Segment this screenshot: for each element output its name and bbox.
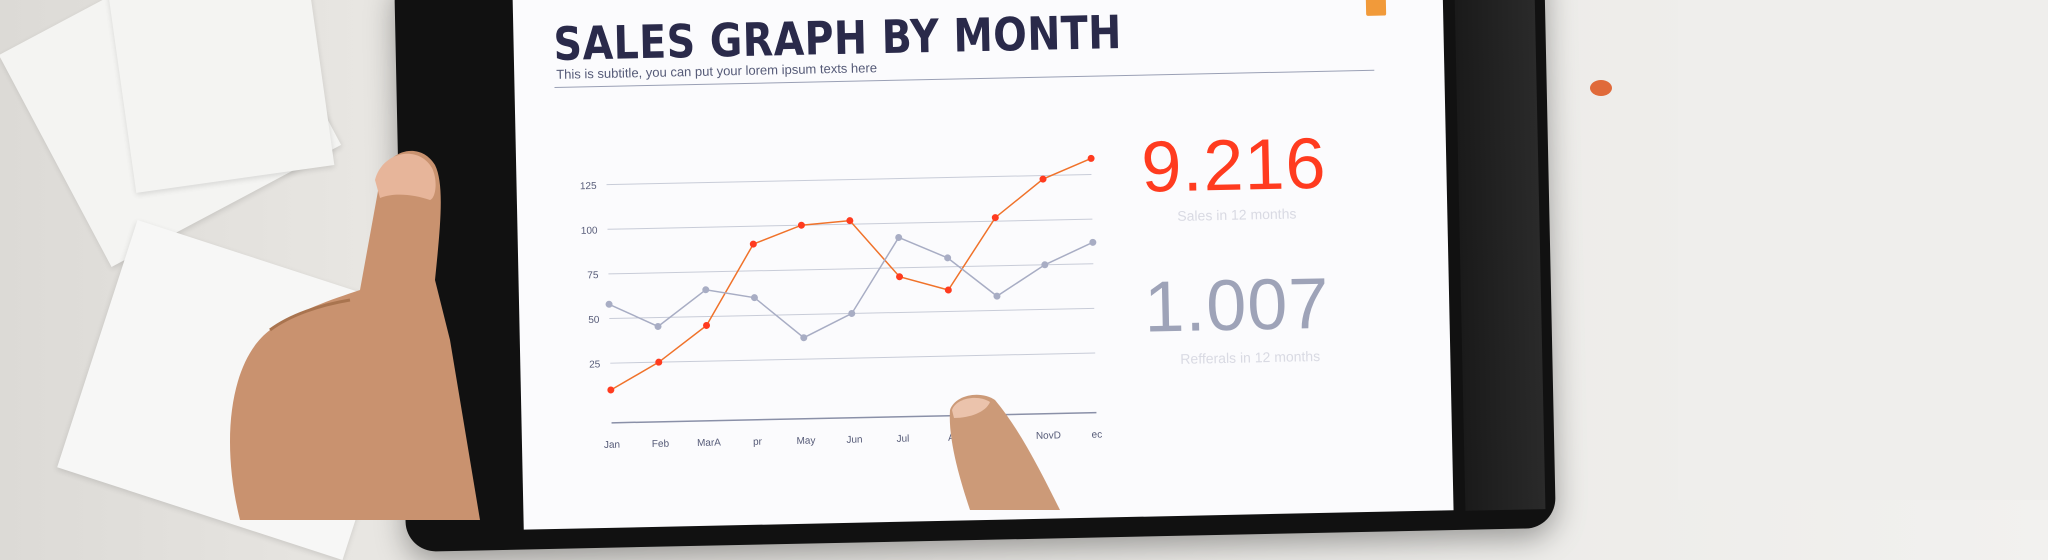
x-tick-label: May [796,436,815,447]
data-point [749,240,757,248]
referrals-total-label: Refferals in 12 months [1180,347,1321,367]
data-point [800,334,808,342]
x-tick-label: Jul [896,434,909,445]
gridline [610,352,1096,364]
gridline [606,173,1092,186]
x-tick-label: Feb [652,439,670,450]
data-point [654,322,662,330]
data-point [1041,261,1049,269]
data-point [607,386,615,394]
data-point [991,214,999,222]
data-point [1089,238,1097,246]
series-line-1 [608,236,1094,339]
data-point [1087,154,1095,162]
data-point [1039,175,1047,183]
y-tick-label: 75 [587,270,599,281]
data-point [750,294,758,302]
series-line-0 [610,157,1092,391]
y-tick-label: 50 [588,315,600,326]
sales-total-value: 9.216 [1140,123,1328,208]
bookmark-icon[interactable] [1365,0,1387,16]
orange-sticker [1590,80,1612,96]
y-tick-label: 25 [589,359,601,370]
x-tick-label: Jan [604,440,620,451]
x-tick-label: MarA [697,438,721,450]
sales-total-label: Sales in 12 months [1177,205,1297,224]
x-tick-label: pr [753,437,763,448]
data-point [846,217,854,225]
data-point [655,358,663,366]
data-point [896,273,904,281]
data-point [944,286,952,294]
y-tick-label: 125 [580,181,597,192]
data-point [895,233,903,241]
data-point [703,321,711,329]
data-point [605,300,613,308]
referrals-total-value: 1.007 [1143,263,1331,348]
data-point [848,309,856,317]
x-tick-label: NovD [1036,430,1061,442]
data-point [993,292,1001,300]
x-tick-label: ec [1092,430,1103,441]
gridline [607,218,1093,230]
pointing-finger [949,394,1060,510]
tablet-bezel-right [1454,0,1546,511]
y-tick-label: 100 [581,225,598,236]
left-hand [230,150,480,520]
gridline [608,263,1094,275]
x-axis-line [611,411,1097,424]
data-point [702,286,710,294]
data-point [797,221,805,229]
x-tick-label: Jun [846,435,862,446]
wall-background [1678,0,2048,500]
data-point [944,254,952,262]
